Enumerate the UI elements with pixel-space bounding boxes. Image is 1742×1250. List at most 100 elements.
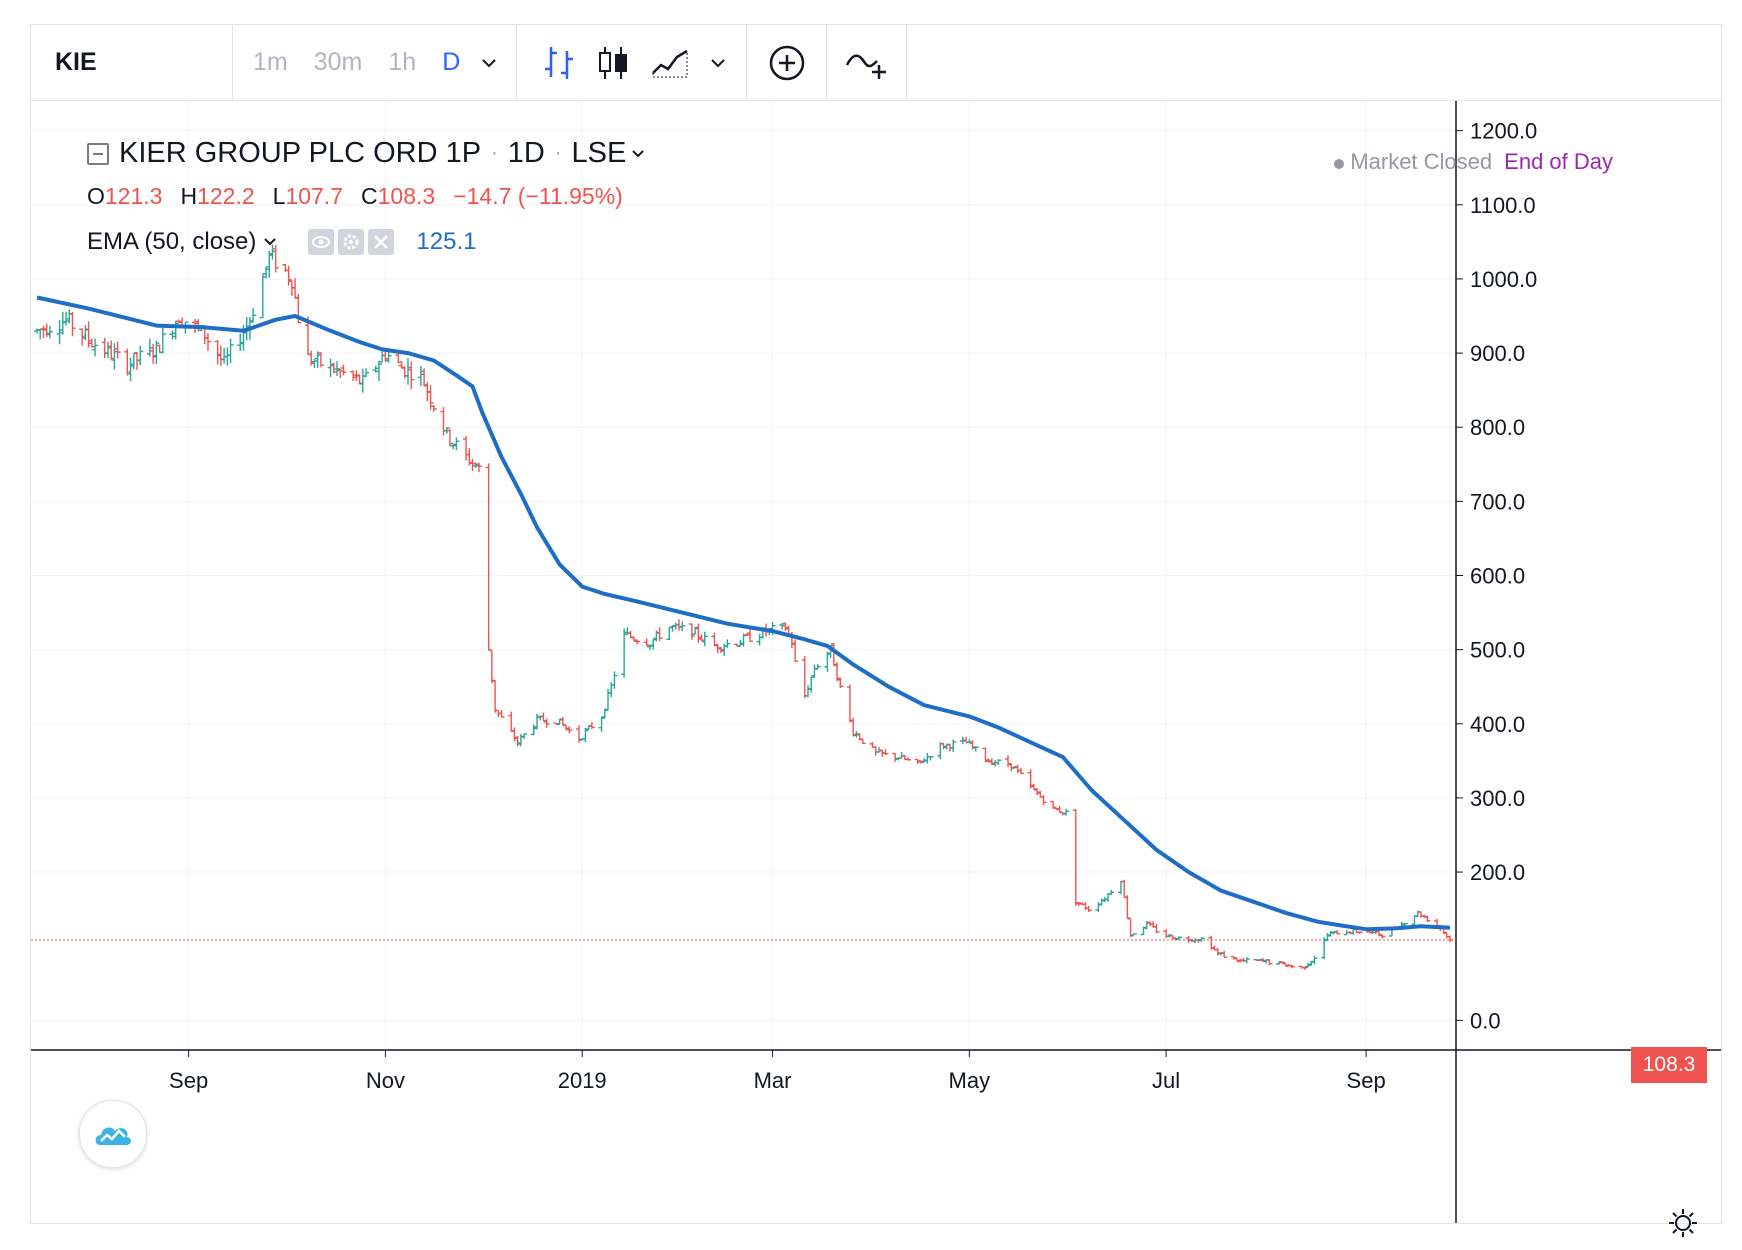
ohlc-bar bbox=[1266, 959, 1273, 966]
ohlc-bar bbox=[263, 266, 270, 279]
x-tick-label: Jul bbox=[1152, 1068, 1180, 1093]
ohlc-bar bbox=[1014, 764, 1021, 773]
ohlc-bar bbox=[1321, 937, 1328, 960]
top-toolbar: KIE 1m 30m 1h D bbox=[31, 25, 1721, 101]
ohlc-bar bbox=[724, 639, 731, 648]
close-icon[interactable] bbox=[368, 229, 395, 255]
ohlc-bar bbox=[398, 361, 405, 369]
ohlc-bar bbox=[488, 649, 495, 684]
ohlc-bar bbox=[924, 752, 931, 764]
ohlc-bar bbox=[1447, 935, 1453, 943]
ohlc-bar bbox=[969, 740, 976, 750]
ohlc-bar bbox=[363, 368, 370, 378]
ohlc-bar bbox=[1334, 930, 1341, 935]
ohlc-bar bbox=[746, 628, 753, 642]
ohlc-bar bbox=[882, 749, 889, 755]
ohlc-bar bbox=[905, 757, 912, 761]
ohlc-bar bbox=[982, 747, 989, 763]
ohlc-bar bbox=[1117, 880, 1124, 895]
ohlc-bar bbox=[782, 622, 789, 631]
chevron-down-icon[interactable] bbox=[709, 57, 727, 69]
interval-30m[interactable]: 30m bbox=[313, 48, 363, 76]
symbol-label: KIE bbox=[55, 48, 97, 76]
ohlc-bar bbox=[1017, 767, 1024, 775]
ohlc-bar bbox=[40, 325, 47, 339]
chevron-down-icon[interactable] bbox=[262, 236, 278, 248]
ohlc-bar bbox=[1027, 769, 1034, 789]
interval-d[interactable]: D bbox=[442, 48, 461, 76]
chevron-down-icon[interactable] bbox=[480, 57, 498, 69]
ohlc-bar bbox=[340, 364, 347, 376]
status-dot-icon bbox=[1334, 159, 1345, 169]
bars-chart-icon[interactable] bbox=[543, 43, 577, 83]
high-value: H122.2 bbox=[180, 183, 255, 209]
ohlc-bar bbox=[43, 323, 50, 337]
ohlc-bar bbox=[688, 623, 695, 640]
ohlc-bar bbox=[743, 633, 750, 636]
ohlc-bar bbox=[540, 712, 547, 722]
ohlc-bar bbox=[111, 343, 118, 370]
last-price-tag: 108.3 bbox=[1631, 1047, 1707, 1083]
ohlc-bar bbox=[830, 643, 837, 667]
open-value: O121.3 bbox=[87, 183, 163, 209]
x-tick-label: Sep bbox=[169, 1068, 208, 1093]
ohlc-bar bbox=[330, 362, 337, 374]
gear-icon[interactable] bbox=[338, 229, 365, 255]
candles-chart-icon[interactable] bbox=[597, 43, 631, 83]
eye-icon[interactable] bbox=[308, 229, 335, 255]
ohlc-bar bbox=[417, 365, 424, 387]
ohlc-bar bbox=[530, 724, 537, 736]
collapse-legend-icon[interactable] bbox=[87, 142, 109, 165]
add-circle-icon bbox=[769, 45, 804, 80]
y-tick-label: 1200.0 bbox=[1470, 119, 1537, 144]
ohlc-bar bbox=[337, 369, 344, 378]
indicators-button[interactable] bbox=[747, 25, 827, 100]
ohlc-bar bbox=[556, 718, 563, 726]
symbol-search-button[interactable]: KIE bbox=[31, 25, 233, 100]
compare-button[interactable] bbox=[827, 25, 907, 100]
ohlc-bar bbox=[1198, 936, 1205, 942]
interval-1m[interactable]: 1m bbox=[253, 48, 288, 76]
ohlc-bar bbox=[463, 435, 470, 461]
ohlc-bar bbox=[1040, 795, 1047, 806]
ohlc-bar bbox=[450, 443, 457, 450]
y-tick-label: 400.0 bbox=[1470, 712, 1525, 737]
ohlc-bar bbox=[543, 718, 550, 728]
ohlc-bar bbox=[792, 639, 799, 662]
ohlc-bar bbox=[269, 244, 276, 260]
market-closed-label: Market Closed bbox=[1334, 149, 1492, 175]
cloud-logo-icon bbox=[95, 1127, 132, 1145]
ohlc-bar bbox=[972, 746, 979, 752]
ohlc-bar bbox=[582, 727, 589, 743]
ohlc-bar bbox=[1305, 962, 1312, 968]
ohlc-bar bbox=[959, 736, 966, 745]
ohlc-bar bbox=[563, 724, 570, 731]
ohlc-bar bbox=[669, 625, 676, 632]
x-tick-label: 2019 bbox=[558, 1068, 607, 1093]
ohlc-bar bbox=[46, 325, 53, 339]
ema-label[interactable]: EMA (50, close) bbox=[87, 228, 257, 255]
y-tick-label: 0.0 bbox=[1470, 1008, 1501, 1033]
y-tick-label: 700.0 bbox=[1470, 489, 1525, 514]
ohlc-bar bbox=[917, 760, 924, 764]
ohlc-bar bbox=[1256, 958, 1263, 961]
chart-canvas[interactable]: 1200.0 1100.0 1000.0 900.0 800.0 700.0 600.0 50… bbox=[31, 25, 1721, 1223]
ohlc-bar bbox=[966, 739, 973, 744]
ohlc-bar bbox=[1011, 765, 1018, 769]
ohlc-bar bbox=[701, 631, 708, 647]
ohlc-bar bbox=[1108, 889, 1115, 895]
gear-icon[interactable] bbox=[1667, 1207, 1699, 1239]
tradingview-logo[interactable] bbox=[79, 1100, 147, 1168]
ohlc-bar bbox=[598, 716, 605, 732]
ohlc-bar bbox=[650, 638, 657, 650]
ohlc-bar bbox=[717, 646, 724, 654]
interval-1h[interactable]: 1h bbox=[388, 48, 417, 76]
separator-dot: · bbox=[491, 142, 498, 164]
area-chart-icon[interactable] bbox=[651, 43, 689, 83]
ohlc-bar bbox=[914, 758, 921, 765]
ohlc-bar bbox=[534, 713, 541, 730]
instrument-name[interactable]: KIER GROUP PLC ORD 1P bbox=[119, 137, 482, 169]
chevron-down-icon[interactable] bbox=[630, 148, 646, 160]
y-tick-label: 200.0 bbox=[1470, 860, 1525, 885]
ohlc-bar bbox=[517, 734, 524, 747]
